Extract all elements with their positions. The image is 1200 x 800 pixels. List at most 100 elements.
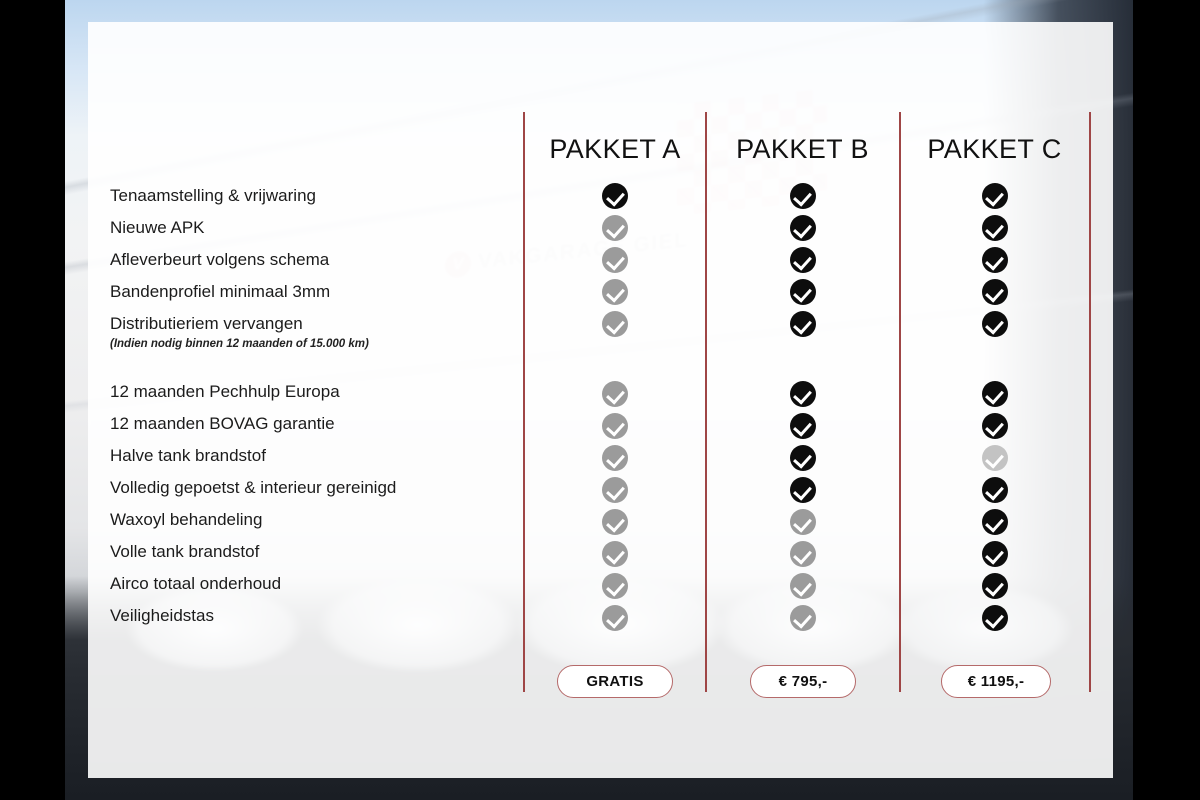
- check-icon: [602, 311, 628, 337]
- check-cell: [900, 506, 1089, 538]
- check-icon: [789, 477, 816, 503]
- feature-label: Halve tank brandstof: [110, 446, 266, 465]
- check-cell: [900, 244, 1089, 276]
- column-header-pakket-c: PAKKET C: [927, 134, 1062, 164]
- feature-label: Waxoyl behandeling: [110, 510, 263, 529]
- check-icon: [789, 311, 816, 337]
- check-cell: [524, 506, 706, 538]
- column-divider-left: [523, 112, 525, 692]
- feature-label: Airco totaal onderhoud: [110, 574, 282, 593]
- check-cell: [900, 538, 1089, 570]
- check-cell: [706, 570, 899, 602]
- check-icon: [789, 247, 816, 273]
- feature-label: 12 maanden BOVAG garantie: [110, 414, 335, 433]
- check-cell: [900, 212, 1089, 244]
- feature-label: Volledig gepoetst & interieur gereinigd: [110, 478, 397, 497]
- check-column-pakket-b: [706, 180, 899, 634]
- check-cell: [524, 378, 706, 410]
- feature-label: Distributieriem vervangen: [110, 314, 303, 333]
- check-icon: [602, 279, 628, 305]
- group-separator: [110, 354, 510, 376]
- column-header-pakket-b: PAKKET B: [736, 134, 869, 164]
- check-cell: [524, 602, 706, 634]
- column-header-pakket-a: PAKKET A: [549, 134, 681, 164]
- check-cell: [900, 308, 1089, 340]
- check-icon: [602, 183, 628, 209]
- check-cell: [706, 410, 899, 442]
- pricing-card: PAKKET A PAKKET B PAKKET C Tenaamstellin…: [88, 22, 1113, 778]
- feature-label: Bandenprofiel minimaal 3mm: [110, 282, 331, 301]
- check-cell: [706, 308, 899, 340]
- column-divider-right: [1089, 112, 1091, 692]
- check-icon: [602, 509, 628, 535]
- feature-label: Veiligheidstas: [110, 606, 214, 625]
- check-icon: [981, 573, 1008, 599]
- check-cell: [900, 180, 1089, 212]
- check-icon: [981, 247, 1008, 273]
- check-cell: [524, 570, 706, 602]
- check-cell: [900, 410, 1089, 442]
- price-button-pakket-c[interactable]: € 1195,-: [941, 665, 1051, 698]
- check-icon: [602, 477, 628, 503]
- check-cell: [900, 378, 1089, 410]
- check-icon: [981, 605, 1008, 631]
- check-icon: [602, 413, 628, 439]
- check-icon: [602, 541, 628, 567]
- check-column-pakket-a: [524, 180, 706, 634]
- check-icon: [789, 509, 816, 535]
- check-icon: [981, 445, 1008, 471]
- feature-label-column: Tenaamstelling & vrijwaring Nieuwe APK A…: [110, 180, 510, 632]
- check-cell: [900, 442, 1089, 474]
- check-icon: [602, 215, 628, 241]
- feature-label: Tenaamstelling & vrijwaring: [110, 186, 316, 205]
- column-divider-b-c: [899, 112, 901, 692]
- feature-label: Volle tank brandstof: [110, 542, 260, 561]
- check-icon: [602, 247, 628, 273]
- check-cell: [706, 180, 899, 212]
- check-cell: [900, 276, 1089, 308]
- check-icon: [981, 183, 1008, 209]
- check-icon: [981, 381, 1008, 407]
- check-cell: [706, 602, 899, 634]
- check-icon: [981, 279, 1008, 305]
- spacer: [900, 356, 1089, 378]
- check-column-pakket-c: [900, 180, 1089, 634]
- package-comparison-table: PAKKET A PAKKET B PAKKET C Tenaamstellin…: [88, 22, 1113, 778]
- check-cell: [706, 276, 899, 308]
- check-icon: [789, 541, 816, 567]
- check-cell: [524, 538, 706, 570]
- check-cell: [706, 538, 899, 570]
- check-icon: [602, 445, 628, 471]
- price-button-pakket-a[interactable]: GRATIS: [557, 665, 673, 698]
- check-icon: [981, 509, 1008, 535]
- check-cell: [524, 276, 706, 308]
- feature-label: 12 maanden Pechhulp Europa: [110, 382, 340, 401]
- check-icon: [981, 413, 1008, 439]
- check-cell: [706, 506, 899, 538]
- spacer: [900, 340, 1089, 356]
- check-cell: [524, 212, 706, 244]
- price-button-pakket-b[interactable]: € 795,-: [750, 665, 856, 698]
- check-cell: [706, 212, 899, 244]
- check-cell: [524, 308, 706, 340]
- spacer: [524, 356, 706, 378]
- check-icon: [789, 413, 816, 439]
- check-cell: [524, 244, 706, 276]
- feature-footnote: (Indien nodig binnen 12 maanden of 15.00…: [110, 338, 369, 350]
- check-icon: [789, 279, 816, 305]
- column-divider-a-b: [705, 112, 707, 692]
- check-icon: [789, 573, 816, 599]
- check-cell: [900, 474, 1089, 506]
- check-cell: [524, 442, 706, 474]
- check-cell: [900, 602, 1089, 634]
- spacer: [706, 356, 899, 378]
- check-icon: [789, 183, 816, 209]
- check-cell: [524, 474, 706, 506]
- check-icon: [789, 605, 816, 631]
- check-cell: [524, 180, 706, 212]
- check-cell: [706, 244, 899, 276]
- check-icon: [981, 541, 1008, 567]
- check-cell: [706, 474, 899, 506]
- check-icon: [789, 381, 816, 407]
